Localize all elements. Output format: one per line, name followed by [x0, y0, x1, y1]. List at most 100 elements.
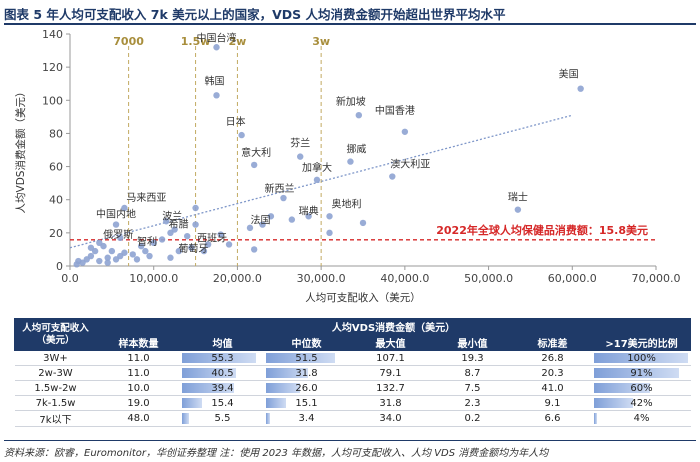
- col-header: >17美元的比例: [591, 334, 692, 351]
- point-label: 中国内地: [96, 208, 136, 221]
- point-label: 西班牙: [197, 232, 227, 244]
- data-point: [238, 131, 245, 139]
- scatter-chart: 0 20 40 60 80 100 120 140 0.0 10,000.0 20,000.0 30,…: [14, 28, 681, 304]
- median-cell: 26.0: [264, 380, 349, 396]
- mean-cell: 15.4: [180, 395, 265, 411]
- mean-cell: 40.5: [180, 365, 265, 381]
- median-cell: 31.8: [264, 365, 349, 381]
- data-point: [146, 252, 153, 260]
- vds-group-header: 人均VDS消费金额（美元）: [95, 318, 692, 335]
- x-tick-label: 20,000.0: [213, 272, 262, 285]
- mean-cell-value: 39.4: [211, 382, 234, 394]
- ratio-cell-fill: [593, 383, 650, 393]
- ratio-cell-value: 4%: [633, 413, 650, 424]
- median-cell-fill: [265, 368, 309, 378]
- x-tick-label: 0.0: [61, 272, 79, 285]
- point-label: 希腊: [169, 218, 189, 231]
- mean-cell-fill: [181, 413, 189, 424]
- stats-table-body: 3W+ 11.0 55.3 51.5 107.1 19.3 26.8 100% 2w-3W 11.…: [14, 350, 691, 427]
- data-point: [96, 257, 103, 265]
- income-cell: 2w-3W: [14, 365, 97, 381]
- min-cell: 7.5: [432, 380, 513, 396]
- x-tick-label: 10,000.0: [129, 272, 178, 285]
- data-point: [401, 128, 409, 135]
- data-point: [167, 229, 174, 237]
- ratio-cell: 91%: [592, 365, 691, 381]
- data-point: [117, 234, 124, 242]
- point-label: 意大利: [241, 146, 271, 159]
- max-cell: 132.7: [348, 380, 433, 396]
- trendline: [69, 114, 573, 249]
- median-cell-value: 26.0: [295, 382, 318, 394]
- data-point: [267, 213, 275, 220]
- data-point: [514, 206, 522, 213]
- median-cell: 3.4: [264, 410, 349, 427]
- ratio-cell-value: 60%: [630, 382, 653, 394]
- mean-cell: 5.5: [180, 410, 265, 427]
- point-label: 瑞士: [508, 191, 528, 204]
- ratio-cell-value: 42%: [630, 397, 653, 409]
- std-cell: 41.0: [512, 380, 593, 396]
- data-point: [313, 176, 321, 184]
- x-tick-label: 70,000.0: [632, 272, 681, 285]
- data-point: [217, 231, 224, 238]
- data-point: [133, 256, 141, 263]
- point-label: 瑞典: [299, 204, 319, 217]
- col-header: 均值: [180, 334, 265, 351]
- ratio-cell-value: 91%: [630, 367, 653, 379]
- data-point: [192, 221, 199, 228]
- data-point: [250, 161, 258, 169]
- threshold-label: 2w: [229, 35, 247, 48]
- median-cell-value: 15.1: [295, 397, 318, 409]
- col-header: 标准差: [512, 334, 593, 351]
- ratio-cell-fill: [593, 398, 634, 408]
- data-point: [389, 173, 396, 180]
- median-cell-fill: [265, 413, 271, 424]
- point-label: 中国台湾: [197, 31, 237, 44]
- y-tick-label: 40: [49, 194, 63, 207]
- col-header: 中位数: [264, 334, 349, 351]
- median-cell: 15.1: [264, 395, 349, 411]
- data-point: [326, 213, 333, 220]
- ratio-cell-fill: [593, 413, 598, 424]
- ratio-cell: 100%: [592, 350, 691, 366]
- data-point: [288, 216, 296, 223]
- data-point: [200, 247, 208, 255]
- income-cell: 1.5w-2w: [14, 380, 97, 396]
- data-point: [142, 247, 149, 255]
- max-cell: 79.1: [348, 365, 433, 381]
- x-tick-label: 40,000.0: [380, 272, 429, 285]
- median-cell-fill: [265, 398, 286, 408]
- data-point: [246, 224, 254, 232]
- data-point: [104, 259, 111, 266]
- std-cell: 9.1: [512, 395, 593, 411]
- data-point: [225, 241, 233, 248]
- count-cell: 10.0: [96, 380, 181, 396]
- income-cell: 3W+: [14, 350, 97, 366]
- data-point: [121, 204, 128, 212]
- min-cell: 19.3: [432, 350, 513, 366]
- col-header: 最大值: [348, 334, 433, 351]
- std-cell: 20.3: [512, 365, 593, 381]
- data-point: [355, 112, 363, 119]
- table-row: 1.5w-2w 10.0 39.4 26.0 132.7 7.5 41.0 60%: [14, 380, 691, 396]
- point-label: 智利: [137, 235, 157, 248]
- mean-cell-fill: [181, 368, 236, 378]
- median-cell-value: 3.4: [298, 413, 315, 424]
- point-label: 日本: [226, 115, 246, 128]
- income-cell: 7k以下: [14, 410, 97, 427]
- point-label: 挪威: [346, 143, 366, 156]
- count-cell: 11.0: [96, 365, 181, 381]
- min-cell: 2.3: [432, 395, 513, 411]
- ratio-cell-fill: [593, 368, 680, 378]
- mean-cell: 39.4: [180, 380, 265, 396]
- count-cell: 11.0: [96, 350, 181, 366]
- y-tick-label: 100: [42, 94, 63, 107]
- table-row: 2w-3W 11.0 40.5 31.8 79.1 8.7 20.3 91%: [14, 365, 691, 381]
- median-cell-fill: [265, 383, 301, 393]
- data-point: [213, 44, 220, 51]
- point-label: 加拿大: [302, 161, 332, 174]
- col-header: 样本数量: [96, 334, 181, 351]
- table-row: 3W+ 11.0 55.3 51.5 107.1 19.3 26.8 100%: [14, 350, 691, 366]
- median-cell-value: 31.8: [295, 367, 318, 379]
